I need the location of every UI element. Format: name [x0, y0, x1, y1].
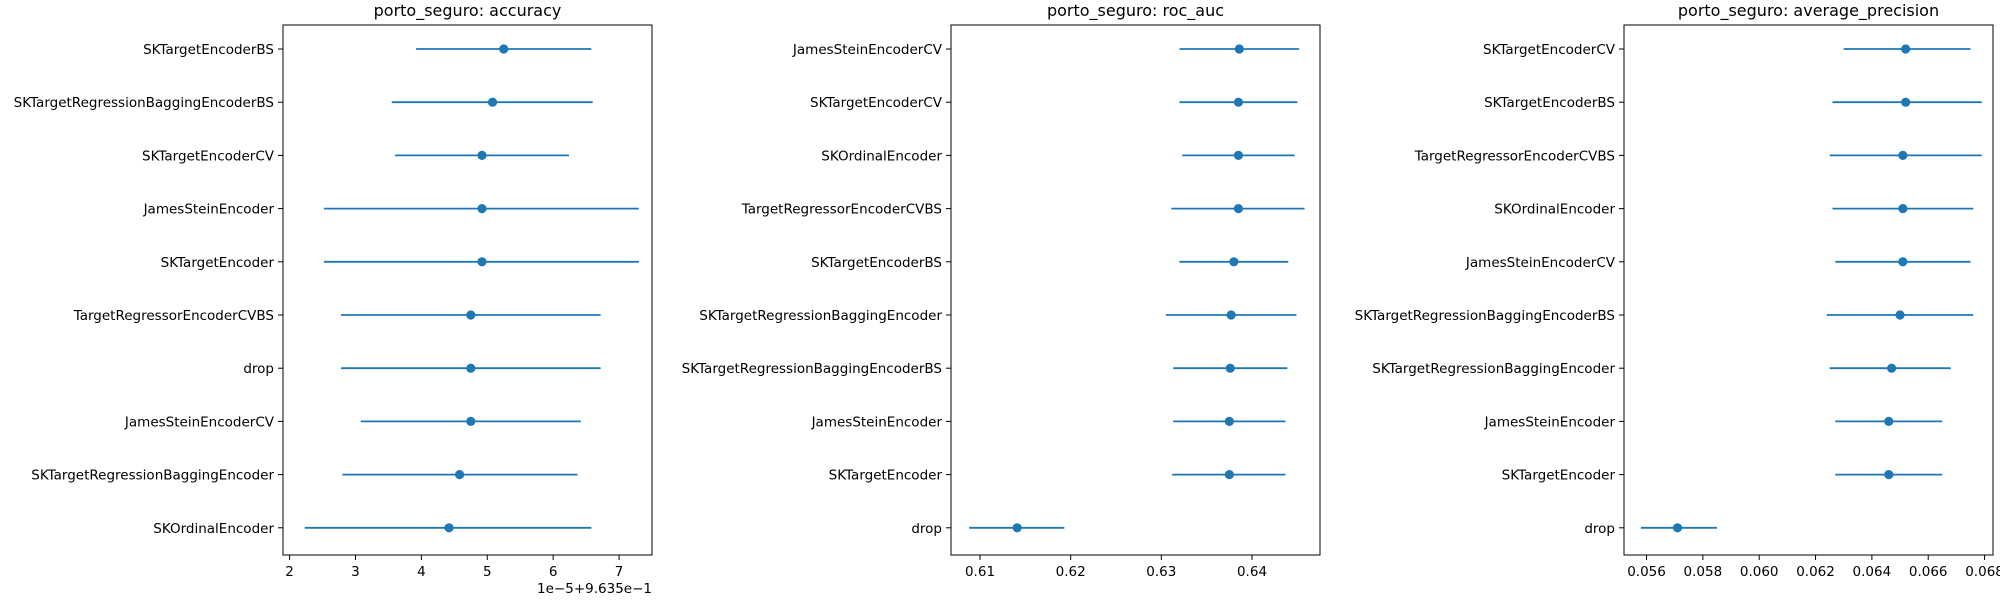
data-point: [466, 416, 476, 426]
x-tick-label: 0.066: [1909, 564, 1948, 580]
data-point: [477, 257, 487, 267]
data-point: [477, 204, 487, 214]
y-tick-label: drop: [1584, 521, 1615, 537]
y-tick-label: SKTargetRegressionBaggingEncoder: [699, 308, 942, 324]
plot-area: [1623, 24, 1994, 556]
chart-title: porto_seguro: average_precision: [1678, 1, 1939, 21]
y-tick-label: JamesSteinEncoder: [143, 202, 275, 218]
data-point: [1895, 310, 1905, 320]
data-point: [1901, 97, 1911, 107]
y-tick-label: TargetRegressorEncoderCVBS: [73, 308, 274, 324]
y-tick-label: SKTargetRegressionBaggingEncoder: [31, 468, 274, 484]
y-tick-label: SKOrdinalEncoder: [821, 148, 942, 164]
x-tick-label: 0.062: [1796, 564, 1835, 580]
y-tick-label: JamesSteinEncoder: [1484, 414, 1616, 430]
y-tick-label: SKTargetEncoderCV: [1483, 42, 1616, 58]
y-tick-label: JamesSteinEncoderCV: [792, 42, 943, 58]
data-point: [1672, 523, 1683, 533]
plot-area: [282, 24, 653, 556]
x-tick-label: 0.63: [1146, 564, 1176, 580]
y-tick-label: SKTargetRegressionBaggingEncoderBS: [1355, 308, 1615, 324]
data-point: [1884, 470, 1894, 480]
x-tick-label: 0.61: [965, 564, 995, 580]
y-tick-label: SKTargetRegressionBaggingEncoderBS: [682, 361, 942, 377]
chart-title: porto_seguro: accuracy: [374, 1, 562, 21]
y-tick-label: JamesSteinEncoderCV: [1465, 255, 1616, 271]
y-tick-label: SKTargetEncoder: [161, 255, 275, 271]
y-tick-label: TargetRegressorEncoderCVBS: [741, 202, 942, 218]
data-point: [1233, 204, 1244, 214]
chart-panel-3: porto_seguro: average_precision SKTargetE…: [1355, 1, 2000, 580]
chart-panel-1: porto_seguro: accuracy SKTargetEncoderBS S…: [14, 1, 653, 597]
y-tick-label: SKOrdinalEncoder: [1494, 202, 1615, 218]
data-point: [444, 523, 454, 533]
data-point: [1233, 97, 1244, 107]
y-tick-label: JamesSteinEncoder: [811, 414, 943, 430]
x-tick-label: 3: [351, 564, 360, 580]
data-point: [1224, 416, 1234, 426]
data-point: [1884, 416, 1894, 426]
y-tick-label: SKTargetRegressionBaggingEncoderBS: [14, 95, 274, 111]
y-tick-label: SKTargetRegressionBaggingEncoder: [1372, 361, 1615, 377]
x-tick-label: 0.064: [1853, 564, 1892, 580]
y-tick-label: SKTargetEncoder: [829, 468, 943, 484]
y-tick-label: SKTargetEncoderBS: [1484, 95, 1615, 111]
y-tick-label: SKTargetEncoderCV: [810, 95, 943, 111]
x-tick-label: 2: [285, 564, 294, 580]
data-point: [499, 44, 509, 54]
y-tick-label: JamesSteinEncoderCV: [124, 414, 275, 430]
x-offset-label: 1e−5+9.635e−1: [537, 581, 652, 597]
x-tick-label: 0.060: [1740, 564, 1779, 580]
data-point: [466, 310, 476, 320]
data-point: [1886, 363, 1897, 373]
data-point: [1901, 44, 1911, 54]
data-point: [1898, 257, 1908, 267]
y-tick-label: SKTargetEncoderBS: [143, 42, 274, 58]
x-tick-label: 0.068: [1965, 564, 2000, 580]
y-tick-label: drop: [243, 361, 274, 377]
chart-title: porto_seguro: roc_auc: [1047, 1, 1224, 21]
plot-area: [950, 24, 1321, 556]
data-point: [1226, 310, 1236, 320]
x-tick-label: 0.64: [1237, 564, 1267, 580]
x-tick-label: 0.056: [1627, 564, 1666, 580]
data-point: [1898, 204, 1908, 214]
data-point: [1898, 150, 1908, 160]
data-point: [477, 150, 487, 160]
data-point: [487, 97, 498, 107]
data-point: [1229, 257, 1239, 267]
data-point: [1225, 363, 1235, 373]
x-tick-label: 0.058: [1684, 564, 1723, 580]
y-tick-label: SKTargetEncoderBS: [811, 255, 942, 271]
x-tick-label: 0.62: [1056, 564, 1086, 580]
data-point: [454, 470, 465, 480]
chart-panel-2: porto_seguro: roc_auc JamesSteinEncoderCV…: [682, 1, 1321, 580]
y-tick-label: TargetRegressorEncoderCVBS: [1414, 148, 1615, 164]
data-point: [1224, 470, 1234, 480]
y-tick-label: SKTargetEncoder: [1502, 468, 1616, 484]
x-tick-label: 7: [615, 564, 624, 580]
y-tick-label: SKOrdinalEncoder: [153, 521, 274, 537]
y-tick-label: SKTargetEncoderCV: [142, 148, 275, 164]
data-point: [1234, 44, 1244, 54]
x-tick-label: 5: [483, 564, 492, 580]
x-tick-label: 4: [417, 564, 426, 580]
y-tick-label: drop: [911, 521, 942, 537]
data-point: [1233, 150, 1244, 160]
data-point: [466, 363, 476, 373]
data-point: [1012, 523, 1022, 533]
x-tick-label: 6: [549, 564, 558, 580]
